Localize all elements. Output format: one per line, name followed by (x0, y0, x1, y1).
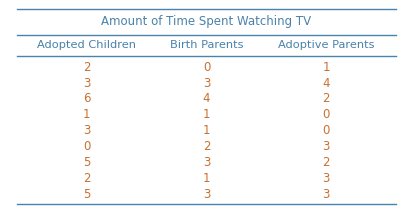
Text: 0: 0 (323, 124, 330, 137)
Text: 1: 1 (203, 172, 210, 185)
Text: 1: 1 (83, 108, 90, 121)
Text: 3: 3 (83, 77, 90, 90)
Text: 4: 4 (323, 77, 330, 90)
Text: 5: 5 (83, 188, 90, 201)
Text: 2: 2 (83, 172, 90, 185)
Text: 0: 0 (83, 140, 90, 153)
Text: 3: 3 (323, 172, 330, 185)
Text: Amount of Time Spent Watching TV: Amount of Time Spent Watching TV (102, 15, 311, 28)
Text: 3: 3 (203, 156, 210, 169)
Text: 2: 2 (323, 156, 330, 169)
Text: 3: 3 (203, 188, 210, 201)
Text: 1: 1 (323, 61, 330, 74)
Text: 1: 1 (203, 124, 210, 137)
Text: 6: 6 (83, 92, 90, 105)
Text: 3: 3 (203, 77, 210, 90)
Text: Birth Parents: Birth Parents (170, 40, 243, 50)
Text: 2: 2 (203, 140, 210, 153)
Text: 3: 3 (83, 124, 90, 137)
Text: Adopted Children: Adopted Children (37, 40, 136, 50)
Text: 0: 0 (323, 108, 330, 121)
Text: 2: 2 (83, 61, 90, 74)
Text: 3: 3 (323, 140, 330, 153)
Text: 0: 0 (203, 61, 210, 74)
Text: 5: 5 (83, 156, 90, 169)
Text: 3: 3 (323, 188, 330, 201)
Text: Adoptive Parents: Adoptive Parents (278, 40, 375, 50)
Text: 2: 2 (323, 92, 330, 105)
Text: 1: 1 (203, 108, 210, 121)
Text: 4: 4 (203, 92, 210, 105)
